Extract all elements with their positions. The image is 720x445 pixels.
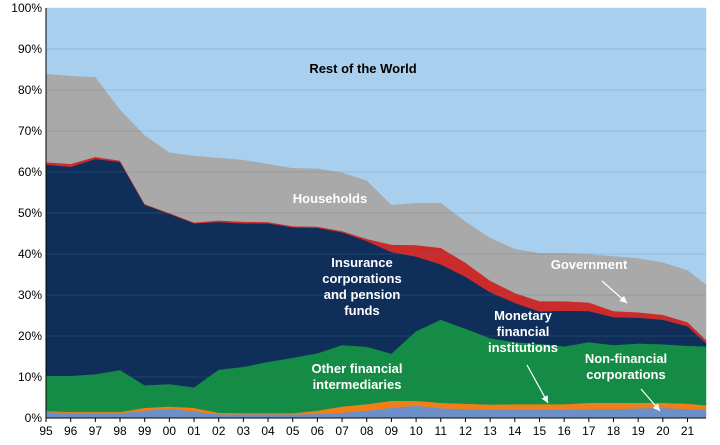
label-non-financial-line: Non-financial <box>585 351 667 366</box>
y-tick-label: 50% <box>18 206 42 220</box>
x-tick-label: 98 <box>113 424 127 438</box>
x-tick-label: 20 <box>656 424 670 438</box>
x-tick-label: 99 <box>138 424 152 438</box>
x-tick-label: 02 <box>212 424 226 438</box>
x-tick-label: 00 <box>163 424 177 438</box>
y-tick-label: 0% <box>25 411 43 425</box>
label-insurance-pension: Insurance corporations and pension funds <box>322 255 401 318</box>
label-government: Government <box>551 257 628 272</box>
x-tick-label: 96 <box>64 424 78 438</box>
x-tick-label: 97 <box>89 424 103 438</box>
label-insurance-pension-line: and pension <box>324 287 401 302</box>
label-insurance-pension-line: Insurance <box>331 255 392 270</box>
x-tick-label: 08 <box>360 424 374 438</box>
label-insurance-pension-line: corporations <box>322 271 401 286</box>
label-insurance-pension-line: funds <box>344 303 379 318</box>
arrow-monetary-financial <box>526 364 549 404</box>
grid-layer <box>46 48 706 378</box>
x-tick-label: 12 <box>459 424 473 438</box>
x-tick-label: 05 <box>286 424 300 438</box>
annotation-layer: Rest of the World Households Government Ins… <box>293 61 667 412</box>
y-tick-label: 40% <box>18 247 42 261</box>
label-monetary-financial-line: Monetary <box>494 308 553 323</box>
arrow-non-financial <box>640 388 661 412</box>
y-tick-label: 10% <box>18 370 42 384</box>
area-series-6 <box>45 7 707 285</box>
label-households: Households <box>293 191 367 206</box>
x-tick-label: 10 <box>409 424 423 438</box>
label-monetary-financial-line: institutions <box>488 340 558 355</box>
label-monetary-financial: Monetary financial institutions <box>488 308 558 355</box>
x-tick-label: 19 <box>631 424 645 438</box>
label-non-financial: Non-financial corporations <box>585 351 667 382</box>
y-tick-label: 100% <box>11 1 42 15</box>
x-tick-label: 13 <box>483 424 497 438</box>
label-non-financial-line: corporations <box>586 367 665 382</box>
label-other-financial-line: intermediaries <box>313 377 402 392</box>
x-tick-label: 16 <box>557 424 571 438</box>
x-tick-label: 17 <box>582 424 596 438</box>
x-tick-label: 07 <box>335 424 349 438</box>
x-tick-label: 04 <box>261 424 275 438</box>
x-tick-label: 15 <box>533 424 547 438</box>
arrow-government <box>601 280 628 304</box>
x-tick-label: 11 <box>435 424 448 438</box>
x-tick-label: 95 <box>39 424 53 438</box>
x-tick-label: 06 <box>311 424 325 438</box>
y-tick-label: 80% <box>18 83 42 97</box>
x-tick-label: 21 <box>681 424 695 438</box>
x-tick-label: 03 <box>237 424 251 438</box>
label-other-financial: Other financial intermediaries <box>311 361 402 392</box>
label-other-financial-line: Other financial <box>311 361 402 376</box>
label-monetary-financial-line: financial <box>497 324 550 339</box>
label-rest-of-world: Rest of the World <box>309 61 416 76</box>
y-tick-label: 60% <box>18 165 42 179</box>
axis-layer: 0% 10% 20% 30% 40% 50% 60% 70% 80% 90% 100% 95 96 97 9… <box>11 1 706 438</box>
y-tick-label: 30% <box>18 288 42 302</box>
x-tick-label: 01 <box>187 424 201 438</box>
x-tick-label: 18 <box>607 424 621 438</box>
x-tick-label: 14 <box>508 424 522 438</box>
y-tick-label: 20% <box>18 329 42 343</box>
y-tick-label: 70% <box>18 124 42 138</box>
y-tick-label: 90% <box>18 42 42 56</box>
x-tick-label: 09 <box>385 424 399 438</box>
